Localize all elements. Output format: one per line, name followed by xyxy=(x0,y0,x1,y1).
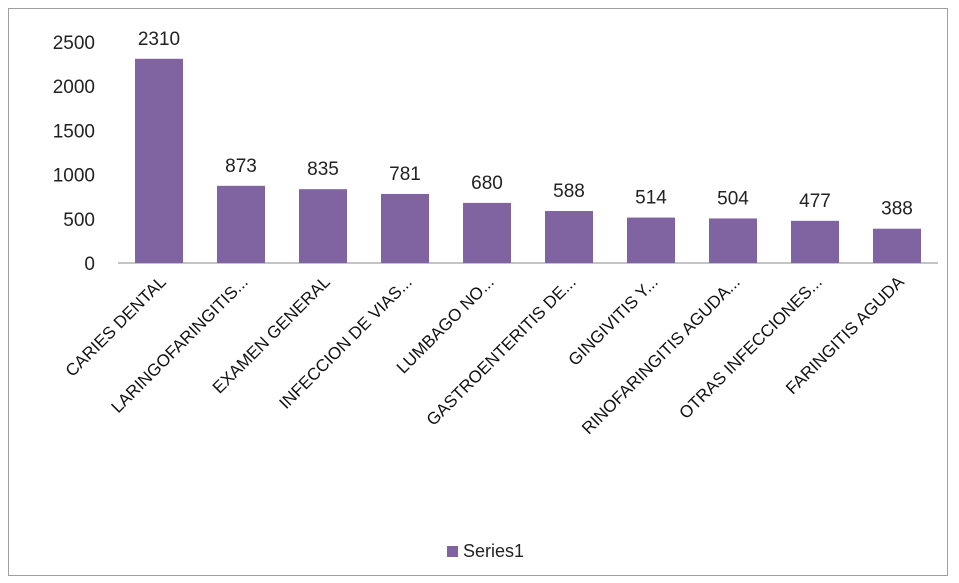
y-tick-label: 1500 xyxy=(53,121,95,142)
legend-label: Series1 xyxy=(463,540,525,561)
bar xyxy=(545,211,593,263)
data-label: 588 xyxy=(553,181,585,202)
data-label: 2310 xyxy=(138,29,180,50)
bar xyxy=(217,185,265,263)
category-label: GASTROENTERITIS DE... xyxy=(423,272,580,429)
data-label: 477 xyxy=(799,191,831,212)
data-label: 504 xyxy=(717,188,749,209)
bar xyxy=(299,189,347,263)
y-tick-label: 2500 xyxy=(53,33,95,54)
bar xyxy=(627,217,675,263)
bar xyxy=(135,58,183,263)
bar xyxy=(709,218,757,263)
data-label: 781 xyxy=(389,164,421,185)
data-label: 514 xyxy=(635,188,667,209)
y-tick-label: 0 xyxy=(84,254,95,275)
y-tick-label: 1000 xyxy=(53,166,95,187)
y-axis-ticks: 0 500 1000 1500 2000 2500 xyxy=(53,33,95,275)
bar xyxy=(381,193,429,263)
bars-group xyxy=(135,58,921,263)
data-labels-group: 2310 873 835 781 680 588 514 504 477 388 xyxy=(138,29,913,220)
category-label: OTRAS INFECCIONES... xyxy=(675,272,825,422)
bar xyxy=(791,220,839,263)
bar xyxy=(463,202,511,263)
y-tick-label: 2000 xyxy=(53,77,95,98)
legend-swatch xyxy=(447,545,458,557)
category-label: RINOFARINGITIS AGUDA... xyxy=(578,272,744,438)
bar xyxy=(873,228,921,263)
category-labels-group: CARIES DENTALLARINGOFARINGITIS...EXAMEN … xyxy=(62,272,909,438)
category-label: INFECCION DE VIAS... xyxy=(275,272,415,412)
data-label: 680 xyxy=(471,173,503,194)
data-label: 873 xyxy=(225,156,257,177)
y-tick-label: 500 xyxy=(63,210,95,231)
legend: Series1 xyxy=(447,541,524,561)
data-label: 388 xyxy=(881,199,913,220)
data-label: 835 xyxy=(307,159,339,180)
category-label: LARINGOFARINGITIS... xyxy=(107,272,251,416)
